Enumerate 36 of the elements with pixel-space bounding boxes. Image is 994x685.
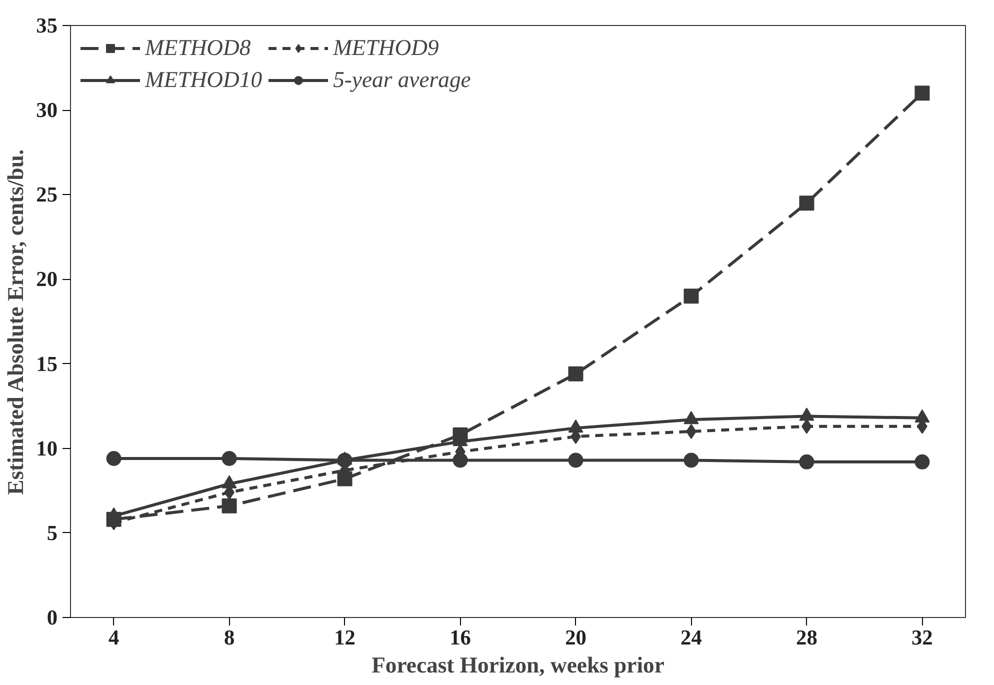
y-tick-label: 30 xyxy=(36,98,58,122)
x-tick-label: 20 xyxy=(565,626,586,650)
x-tick-label: 8 xyxy=(224,626,235,650)
point xyxy=(914,86,930,101)
x-tick-label: 32 xyxy=(912,626,933,650)
y-axis-title: Estimated Absolute Error, cents/bu. xyxy=(3,149,28,495)
y-tick-label: 15 xyxy=(36,352,58,376)
point xyxy=(914,454,930,470)
x-tick-label: 4 xyxy=(108,626,120,650)
y-tick-label: 25 xyxy=(36,182,58,207)
y-tick-label: 20 xyxy=(36,267,58,292)
point xyxy=(106,451,122,466)
y-tick-label: 5 xyxy=(46,520,58,545)
x-tick-label: 24 xyxy=(680,626,702,650)
point xyxy=(568,366,584,382)
legend-label: METHOD10 xyxy=(145,67,262,93)
point xyxy=(222,451,237,466)
point xyxy=(799,196,814,211)
x-axis-title: Forecast Horizon, weeks prior xyxy=(372,652,664,678)
point xyxy=(106,512,122,527)
y-tick-label: 10 xyxy=(36,436,58,460)
point xyxy=(452,427,468,442)
legend-label: 5-year average xyxy=(333,67,471,93)
x-tick-label: 16 xyxy=(450,626,472,650)
point xyxy=(568,452,584,468)
x-tick-label: 12 xyxy=(334,626,356,650)
point xyxy=(684,452,699,468)
point xyxy=(799,454,814,470)
point xyxy=(337,471,352,486)
point xyxy=(684,288,699,304)
y-tick-label: 0 xyxy=(46,606,58,630)
legend-label: METHOD9 xyxy=(333,35,439,61)
y-tick-label: 35 xyxy=(36,14,58,38)
point xyxy=(222,498,237,514)
x-tick-label: 28 xyxy=(796,626,818,650)
legend-label: METHOD8 xyxy=(145,35,251,61)
